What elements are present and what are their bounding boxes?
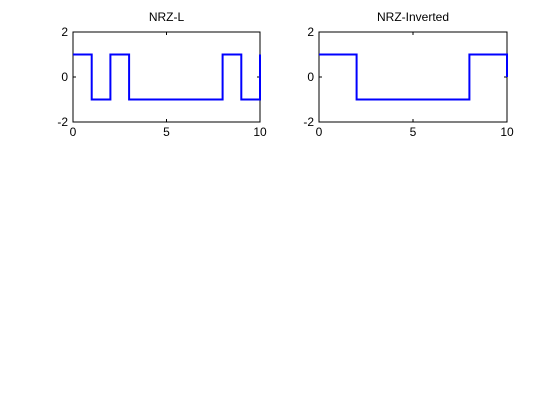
y-tick-label: -2 <box>57 115 68 129</box>
x-tick-label: 0 <box>70 125 77 139</box>
x-tick-label: 5 <box>163 125 170 139</box>
x-tick-label: 10 <box>253 125 267 139</box>
y-tick-label: 2 <box>307 25 314 39</box>
series-line <box>73 53 261 101</box>
y-tick-label: -2 <box>303 115 314 129</box>
y-tick-label: 2 <box>61 25 68 39</box>
plot-nrz-l: NRZ-L0 5 10-202 <box>57 10 267 139</box>
axes-frame <box>318 31 508 123</box>
chart-title: NRZ-Inverted <box>377 10 449 24</box>
y-tick-label: 0 <box>307 70 314 84</box>
x-tick-label: 5 <box>410 125 417 139</box>
y-tick-label: 0 <box>61 70 68 84</box>
series-line <box>319 53 508 101</box>
x-tick-label: 10 <box>500 125 514 139</box>
axes-frame <box>72 31 261 123</box>
chart-title: NRZ-L <box>149 10 185 24</box>
x-tick-label: 0 <box>316 125 323 139</box>
